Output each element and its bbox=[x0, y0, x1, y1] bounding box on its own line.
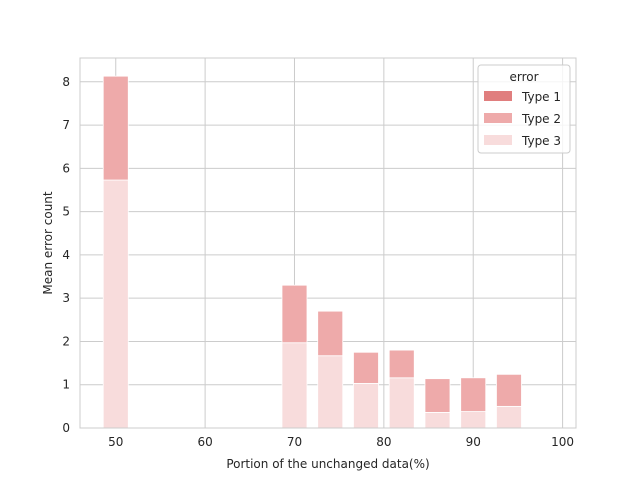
bar-segment-type-2 bbox=[317, 310, 344, 357]
x-tick-label: 80 bbox=[376, 435, 391, 449]
bar-segment-type-3 bbox=[102, 179, 129, 429]
bar-segment-type-3 bbox=[317, 355, 344, 429]
x-tick-labels: 50 60 70 80 90 100 bbox=[108, 435, 574, 449]
x-tick-label: 50 bbox=[108, 435, 123, 449]
legend-swatch bbox=[484, 91, 512, 101]
legend-title: error bbox=[509, 70, 538, 84]
y-tick-label: 0 bbox=[62, 421, 70, 435]
x-tick-label: 60 bbox=[197, 435, 212, 449]
legend-entries: Type 1 Type 2 Type 3 bbox=[484, 90, 561, 148]
bar-segment-type-3 bbox=[353, 383, 379, 429]
legend-label: Type 1 bbox=[521, 90, 561, 104]
bar-segment-type-2 bbox=[281, 284, 308, 344]
legend-swatch bbox=[484, 135, 512, 145]
bar-segment-type-2 bbox=[102, 75, 129, 181]
y-tick-label: 7 bbox=[62, 118, 70, 132]
bar-segment-type-3 bbox=[388, 377, 415, 429]
legend-label: Type 2 bbox=[521, 112, 561, 126]
bar-segment-type-2 bbox=[353, 351, 379, 384]
x-tick-label: 90 bbox=[466, 435, 481, 449]
y-tick-label: 4 bbox=[62, 248, 70, 262]
y-tick-label: 2 bbox=[62, 334, 70, 348]
plot-frame bbox=[79, 57, 577, 429]
legend: error Type 1 Type 2 Type 3 bbox=[477, 64, 571, 154]
bar-segment-type-2 bbox=[496, 373, 522, 407]
bar-segment-type-2 bbox=[460, 377, 487, 412]
legend-swatch bbox=[484, 113, 512, 123]
y-tick-label: 3 bbox=[62, 291, 70, 305]
legend-box bbox=[477, 64, 571, 154]
y-tick-labels: 0 1 2 3 4 5 6 7 8 bbox=[62, 75, 70, 435]
bar-segment-type-3 bbox=[281, 342, 308, 429]
y-tick-label: 8 bbox=[62, 75, 70, 89]
legend-label: Type 3 bbox=[521, 134, 561, 148]
x-axis-label: Portion of the unchanged data(%) bbox=[226, 457, 429, 471]
y-tick-label: 1 bbox=[62, 378, 70, 392]
y-tick-label: 5 bbox=[62, 205, 70, 219]
bar-segment-type-3 bbox=[496, 405, 522, 429]
bar-segment-type-3 bbox=[460, 411, 487, 429]
x-tick-label: 70 bbox=[287, 435, 302, 449]
bar-segment-type-2 bbox=[424, 378, 451, 413]
bar-segment-type-2 bbox=[388, 349, 415, 379]
x-tick-label: 100 bbox=[551, 435, 574, 449]
y-tick-label: 6 bbox=[62, 161, 70, 175]
y-axis-label: Mean error count bbox=[41, 191, 55, 295]
bars bbox=[102, 75, 522, 429]
bar-segment-type-3 bbox=[424, 412, 451, 429]
